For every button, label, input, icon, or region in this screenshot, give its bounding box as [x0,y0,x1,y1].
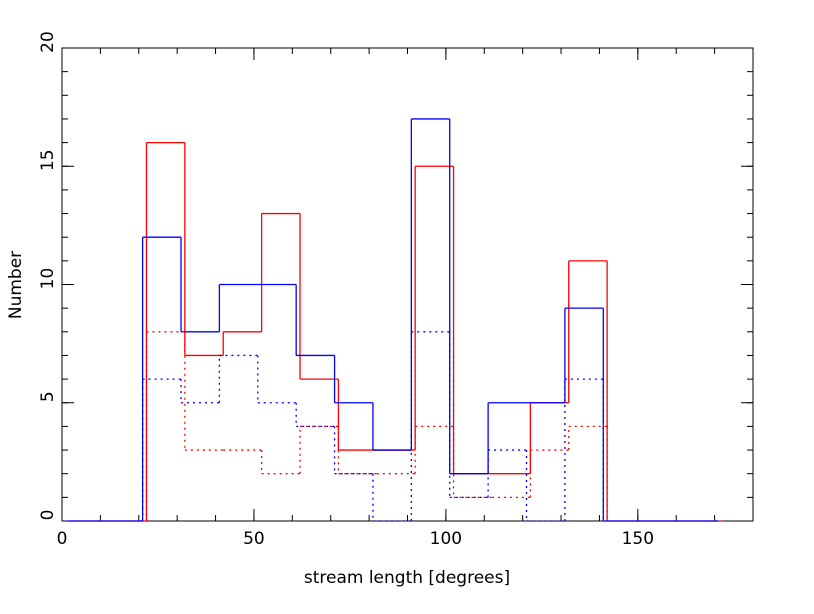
x-tick-label: 50 [243,529,265,549]
x-axis-label: stream length [degrees] [304,568,510,588]
y-tick-label: 5 [38,391,58,402]
y-tick-label: 20 [38,31,58,53]
x-tick-label: 0 [57,529,68,549]
x-tick-label: 100 [430,529,462,549]
y-tick-label: 15 [38,149,58,171]
y-tick-label: 0 [38,510,58,521]
y-tick-label: 10 [38,268,58,290]
y-axis-label: Number [6,251,26,319]
x-tick-label: 150 [622,529,654,549]
